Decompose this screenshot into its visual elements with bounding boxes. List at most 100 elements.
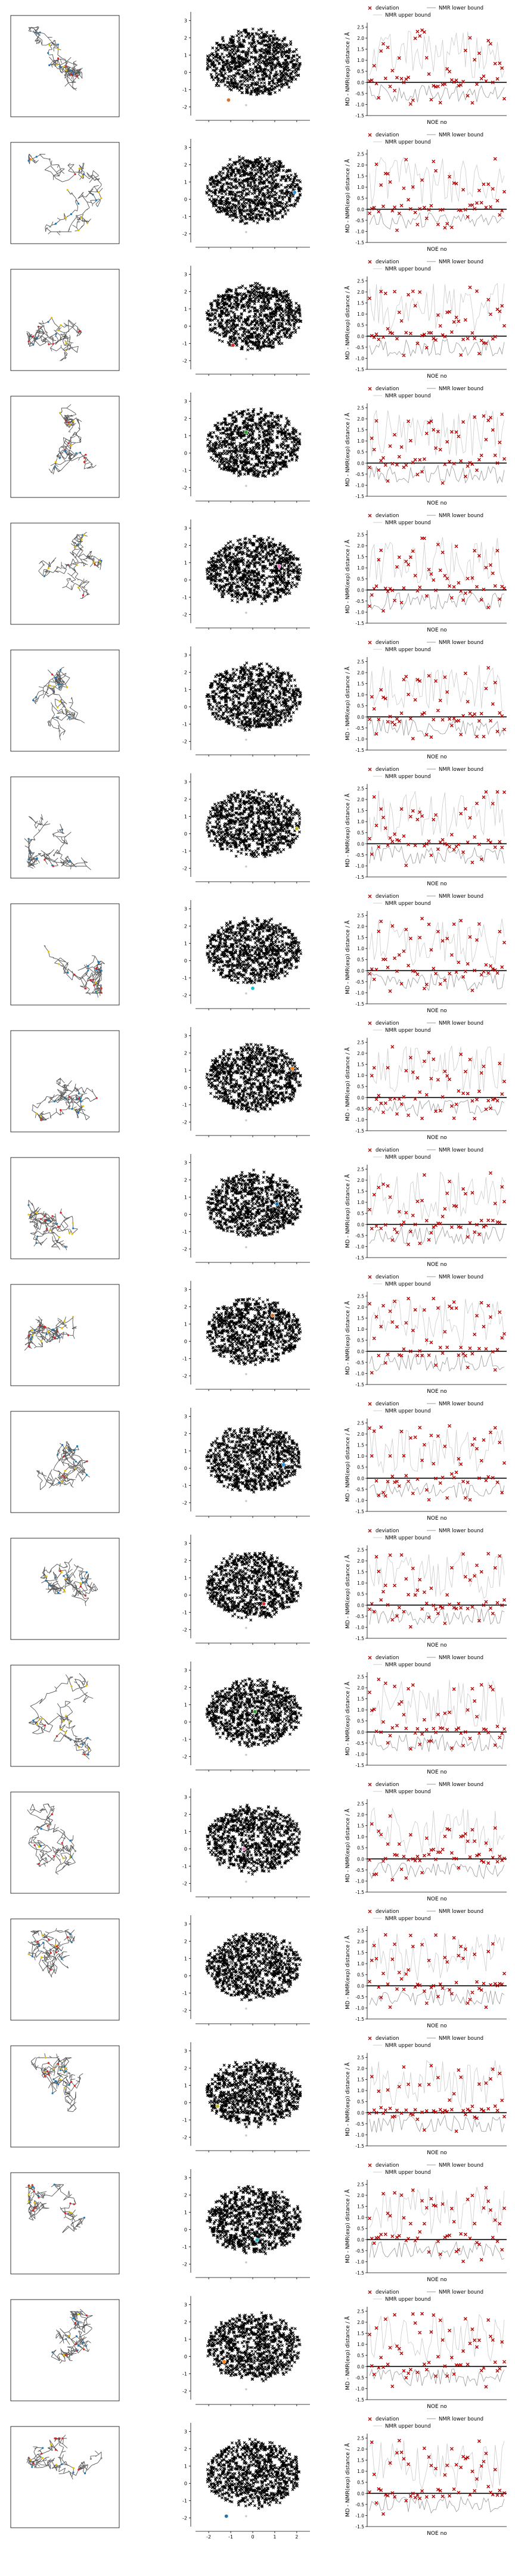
embedding-y-tick-label: -1 xyxy=(182,1230,187,1235)
noe-y-tick-label: -1.0 xyxy=(355,1878,364,1884)
noe-deviation-markers xyxy=(368,157,506,232)
structure-atom xyxy=(83,173,85,175)
structure-atom xyxy=(77,203,80,205)
structure-atom xyxy=(51,2092,54,2095)
noe-y-label: MD - NMR(exp) distance / Å xyxy=(344,2189,351,2263)
embedding-cloud xyxy=(205,661,302,732)
embedding-y-tick-label: -1 xyxy=(182,1483,187,1489)
figure-row: 3 2 1 0 -1 -2 deviation NMR lower bound NMR uppe… xyxy=(10,259,507,379)
noe-x-label: NOE no xyxy=(427,247,447,253)
embedding-y-tick-label: 3 xyxy=(184,1287,187,1293)
structure-atom xyxy=(68,441,71,443)
structure-atom xyxy=(75,64,77,66)
structure-atom xyxy=(73,1449,76,1451)
embedding-y-tick-label: 3 xyxy=(184,1161,187,1166)
noe-y-tick-label: 2.5 xyxy=(357,1166,364,1172)
structure-atom xyxy=(46,1954,49,1956)
noe-y-tick-label: -1.5 xyxy=(355,1636,364,1641)
structure-atom xyxy=(38,1943,41,1946)
structure-atom xyxy=(98,191,100,194)
structure-atom xyxy=(42,1572,44,1574)
noe-lower-bound-line xyxy=(369,2495,505,2514)
noe-y-tick-label: 2.0 xyxy=(357,1939,364,1945)
embedding-y-tick-label: 1 xyxy=(184,2210,187,2216)
noe-legend: deviation NMR lower bound NMR upper bound xyxy=(368,640,483,653)
noe-upper-bound-line xyxy=(369,791,505,839)
noe-y-label: MD - NMR(exp) distance / Å xyxy=(344,2316,351,2390)
structure-panel xyxy=(10,2045,120,2148)
structure-atom xyxy=(60,324,62,326)
structure-atom xyxy=(45,1579,47,1582)
structure-atom xyxy=(100,991,103,994)
legend-upper-label: NMR upper bound xyxy=(385,1916,431,1922)
noe-y-tick-label: 2.5 xyxy=(357,1547,364,1553)
embedding-cloud xyxy=(205,282,303,352)
embedding-y-tick-label: -2 xyxy=(182,2389,187,2394)
structure-atom xyxy=(74,173,76,175)
noe-y-tick-label: -1.5 xyxy=(355,1890,364,1895)
structure-frame xyxy=(10,1411,120,1513)
embedding-y-tick-label: -2 xyxy=(182,1501,187,1506)
noe-y-label: MD - NMR(exp) distance / Å xyxy=(344,32,351,106)
embedding-y-tick-label: -2 xyxy=(182,1754,187,1760)
structure-bonds xyxy=(26,318,82,362)
noe-y-label: MD - NMR(exp) distance / Å xyxy=(344,285,351,360)
structure-atom xyxy=(39,1324,41,1327)
legend-upper-label: NMR upper bound xyxy=(385,1155,431,1161)
noe-upper-bound-line xyxy=(369,1299,505,1347)
structure-atom xyxy=(52,685,55,687)
embedding-y-tick-label: -2 xyxy=(182,1881,187,1887)
embedding-minor-cluster xyxy=(245,738,247,741)
noe-x-label: NOE no xyxy=(427,1008,447,1014)
noe-y-tick-label: 2.5 xyxy=(357,1040,364,1045)
structure-atom xyxy=(68,2211,70,2213)
noe-y-tick-label: 1.0 xyxy=(357,819,364,825)
legend-upper-label: NMR upper bound xyxy=(385,2297,431,2303)
noe-y-tick-label: -0.5 xyxy=(355,979,364,985)
embedding-minor-cluster xyxy=(245,1119,247,1122)
structure-atom xyxy=(63,1331,65,1334)
embedding-highlight-point xyxy=(253,1709,258,1714)
noe-y-tick-label: -1.0 xyxy=(355,736,364,742)
structure-atom xyxy=(65,2338,67,2340)
embedding-y-tick-label: -1 xyxy=(182,595,187,601)
structure-bonds xyxy=(28,154,103,235)
noe-lower-bound-line xyxy=(369,2114,505,2133)
structure-atom xyxy=(68,1449,70,1452)
noe-x-label: NOE no xyxy=(427,627,447,633)
noe-y-tick-label: -1.5 xyxy=(355,1509,364,1514)
figure-row: 3 2 1 0 -1 -2 deviation NMR lower bound NMR uppe… xyxy=(10,2289,507,2410)
embedding-y-tick-label: 3 xyxy=(184,18,187,24)
structure-atom xyxy=(57,48,60,50)
structure-atom xyxy=(55,1951,58,1953)
structure-frame xyxy=(10,269,120,371)
noe-y-tick-label: 0.0 xyxy=(357,1603,364,1608)
structure-atom xyxy=(72,1939,75,1942)
noe-y-tick-label: -1.0 xyxy=(355,1625,364,1630)
structure-atom xyxy=(27,160,30,162)
noe-x-label: NOE no xyxy=(427,881,447,887)
structure-atom xyxy=(39,1218,42,1220)
structure-atom xyxy=(38,332,41,334)
structure-atom xyxy=(48,343,50,346)
noe-y-tick-label: 1.5 xyxy=(357,2077,364,2083)
noe-upper-bound-line xyxy=(369,918,505,966)
legend-deviation-marker xyxy=(368,2290,372,2294)
noe-panel: deviation NMR lower bound NMR upper bound 2… xyxy=(344,259,507,379)
legend-upper-label: NMR upper bound xyxy=(385,13,431,18)
noe-y-tick-label: -0.5 xyxy=(355,218,364,223)
structure-atom xyxy=(75,2315,77,2317)
structure-atom xyxy=(59,1728,62,1731)
structure-atom xyxy=(80,538,83,540)
structure-atom xyxy=(76,1098,78,1100)
structure-atom xyxy=(75,75,77,77)
structure-atom xyxy=(43,2207,45,2209)
legend-deviation-label: deviation xyxy=(376,2416,399,2422)
structure-atom xyxy=(56,1330,59,1333)
structure-frame xyxy=(10,649,120,752)
embedding-highlight-point xyxy=(244,430,249,435)
embedding-x-tick-label: 2 xyxy=(295,2534,298,2540)
structure-atom xyxy=(33,2201,36,2204)
embedding-minor-cluster xyxy=(245,104,247,107)
legend-deviation-label: deviation xyxy=(376,2036,399,2042)
